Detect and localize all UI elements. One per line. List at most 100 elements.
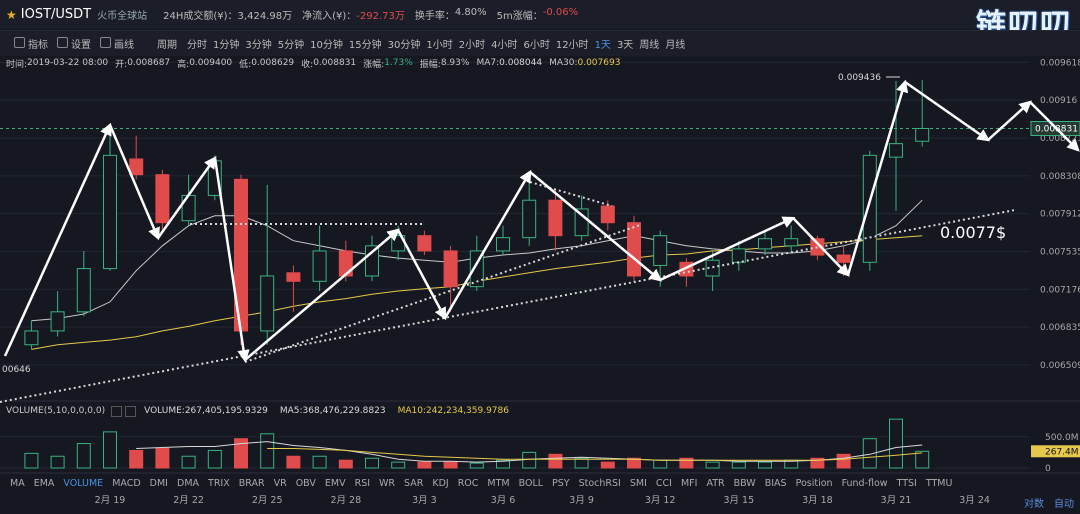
period[interactable]: 5分钟 [277,40,305,51]
info-value: 2019-03-22 08:00 [27,58,109,68]
indicator-tab[interactable]: OBV [295,477,316,489]
volume-bar [915,450,930,469]
candle-body [76,268,91,313]
indicator-tab[interactable]: TTMU [925,477,953,489]
period[interactable]: 1分钟 [213,40,240,51]
indicator-tab[interactable]: CCI [655,477,672,489]
indicator-tab[interactable]: StochRSI [578,477,621,489]
indicator-tab[interactable]: Position [795,477,833,489]
y-tick-label: 0.007912 [1040,210,1080,220]
x-tick-label: 3月 15 [723,495,754,506]
volume-bar [705,461,720,469]
tool[interactable]: 指标 [28,40,48,51]
indicator-tab[interactable]: TRIX [208,477,230,489]
ma-line [267,448,923,461]
indicator-tab[interactable]: BIAS [764,477,787,489]
volume-values: VOLUME:267,405,195.9329 MA5:368,476,229.8… [144,406,521,416]
info-label: 振幅: [419,59,441,70]
indicator-tab[interactable]: BRAR [238,477,265,489]
pair: IOST/USDT [20,7,92,22]
arrow-segment [792,217,850,277]
indicator-tab[interactable]: WR [379,477,396,489]
candle-body [574,208,589,237]
period[interactable]: 月线 [665,40,686,51]
tool-icon[interactable] [100,37,111,48]
indicator-tab[interactable]: SAR [404,477,424,489]
x-tick-label: 2月 28 [330,495,361,506]
x-tick-label: 3月 24 [959,495,990,506]
y-tick-label: 0.007535 [1040,247,1080,257]
indicator-tab[interactable]: BOLL [518,477,544,489]
period[interactable]: 12小时 [555,40,589,51]
volume-bar [443,461,458,469]
indicator-tab[interactable]: MA [10,477,25,489]
y-tick-label: 0.008308 [1040,172,1080,182]
stat-label: 换手率： [414,11,455,22]
indicator-tab[interactable]: MFI [680,477,698,489]
indicator-tab[interactable]: EMA [33,477,55,489]
volume-bar [207,449,222,469]
period[interactable]: 3天 [616,40,634,51]
volume-bar [129,449,144,469]
x-tick-label: 3月 18 [802,495,833,506]
stat-value: 3,424.98万 [237,11,293,22]
candle-body [862,154,877,263]
candle-body [181,194,196,222]
arrow-segment [529,171,662,282]
indicator-tab[interactable]: DMI [149,477,168,489]
top-bar: ★ IOST/USDT 火币全球站 24H成交额(¥)： 3,424.98万 净流入… [0,0,1080,43]
candle-body [24,330,39,346]
dotted-trendline [529,181,613,207]
volume-bar [76,443,91,469]
period[interactable]: 1小时 [426,40,453,51]
volume-text: VOLUME:267,405,195.9329 [144,406,268,416]
indicator-tab[interactable]: BBW [733,477,756,489]
indicator-tab[interactable]: SMI [629,477,647,489]
last-volume-tag [1031,445,1080,458]
indicator-tab[interactable]: MACD [112,477,141,489]
scale-button[interactable]: 对数 [1024,498,1044,510]
scale-button[interactable]: 自动 [1054,498,1074,510]
tool[interactable]: 设置 [71,40,91,51]
indicator-tab[interactable]: KDJ [432,477,449,489]
candle-body [627,222,641,277]
indicator-tab[interactable]: VR [273,477,287,489]
period[interactable]: 30分钟 [387,40,421,51]
indicator-tab[interactable]: TTSI [896,477,917,489]
candle-body [260,275,275,332]
indicator-tab[interactable]: ROC [457,477,479,489]
indicator-tab[interactable]: MTM [487,477,510,489]
candle-body [155,174,170,224]
y-tick-label: 0 [1045,464,1051,474]
period[interactable]: 15分钟 [348,40,382,51]
indicator-tab[interactable]: VOLUME [63,477,104,489]
candle-body [600,205,615,224]
indicator-tab[interactable]: RSI [354,477,371,489]
indicator-tab[interactable]: Fund-flow [841,477,888,489]
candle-body [653,235,668,266]
y-tick-label: 0.009618 [1040,58,1080,68]
period[interactable]: 4小时 [491,40,518,51]
favorite-star[interactable]: ★ [6,7,17,22]
indicator-tab[interactable]: DMA [177,477,200,489]
period[interactable]: 6小时 [523,40,550,51]
period[interactable]: 1天 [594,40,611,51]
period[interactable]: 2小时 [458,40,486,51]
indicator-tab[interactable]: ATR [706,477,725,489]
tool[interactable]: 画线 [114,40,134,51]
period[interactable]: 分时 [187,40,207,51]
tool-icon[interactable] [57,37,68,48]
indicator-tab[interactable]: EMV [324,477,346,489]
info-value: 0.008687 [127,58,171,68]
tool-icon[interactable] [14,37,25,48]
period[interactable]: 10分钟 [310,40,343,51]
indicator-tab[interactable]: PSY [552,477,570,489]
settings-icon[interactable] [111,405,123,417]
stat-value: -0.06% [542,7,579,18]
candle-body [836,254,851,263]
candle-body [312,250,327,282]
period[interactable]: 3分钟 [245,40,272,51]
close-icon[interactable] [125,405,137,417]
period[interactable]: 周线 [639,40,660,51]
